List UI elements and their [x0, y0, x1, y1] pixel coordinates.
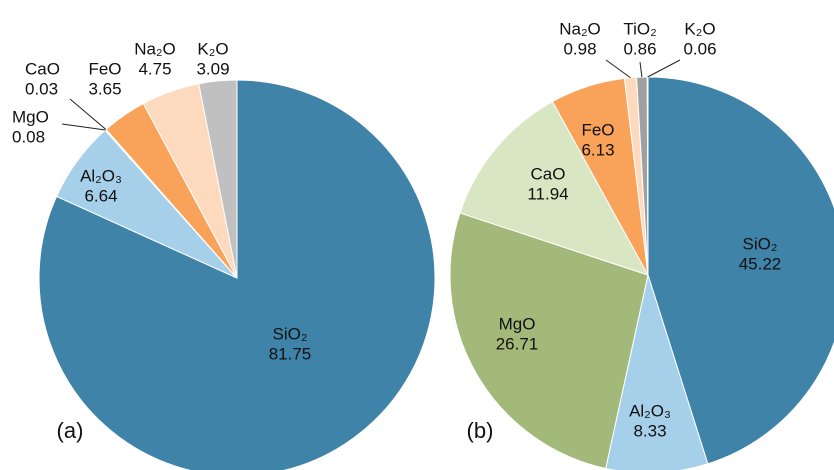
- slice-value: 6.13: [581, 140, 614, 159]
- leader-line: [605, 59, 631, 79]
- slice-value: 3.09: [196, 59, 229, 78]
- slice-name: CaO: [531, 164, 566, 183]
- slice-value: 45.22: [739, 254, 782, 273]
- slice-value: 0.86: [623, 39, 656, 58]
- slice-name: SiO₂: [743, 234, 778, 253]
- panel-label: (a): [57, 418, 84, 443]
- slice-name: Na₂O: [134, 39, 176, 58]
- slice-name: K₂O: [684, 19, 715, 38]
- slice-value: 8.33: [633, 421, 666, 440]
- slice-name: Al₂O₃: [80, 166, 122, 185]
- pie-slice: [449, 212, 649, 470]
- slice-name: K₂O: [197, 39, 228, 58]
- slice-value: 11.94: [527, 184, 568, 203]
- pie-slice: [198, 79, 238, 279]
- slice-value: 26.71: [496, 334, 539, 353]
- slice-name: MgO: [12, 107, 49, 126]
- slice-value: 81.75: [269, 344, 312, 363]
- leader-line: [69, 98, 107, 130]
- slice-name: MgO: [499, 314, 536, 333]
- pie-slice: [38, 79, 436, 470]
- slice-name: SiO₂: [273, 324, 308, 343]
- slice-name: CaO: [25, 59, 60, 78]
- panel-label: (b): [467, 418, 494, 443]
- leader-line: [639, 61, 643, 78]
- pie-slice: [605, 273, 709, 470]
- slice-value: 0.08: [12, 127, 45, 146]
- pie-slice: [459, 100, 650, 276]
- slice-name: Na₂O: [559, 19, 601, 38]
- slice-value: 6.64: [84, 186, 117, 205]
- slice-value: 0.06: [683, 39, 716, 58]
- slice-value: 0.03: [25, 79, 58, 98]
- slice-name: FeO: [88, 59, 121, 78]
- slice-name: FeO: [581, 120, 614, 139]
- leader-line: [647, 59, 681, 78]
- leader-line: [61, 123, 106, 131]
- slice-name: TiO₂: [623, 19, 656, 38]
- pie-slice: [647, 76, 834, 465]
- slice-value: 0.98: [563, 39, 596, 58]
- slice-value: 3.65: [88, 79, 121, 98]
- slice-value: 4.75: [138, 59, 171, 78]
- slice-name: Al₂O₃: [629, 401, 671, 420]
